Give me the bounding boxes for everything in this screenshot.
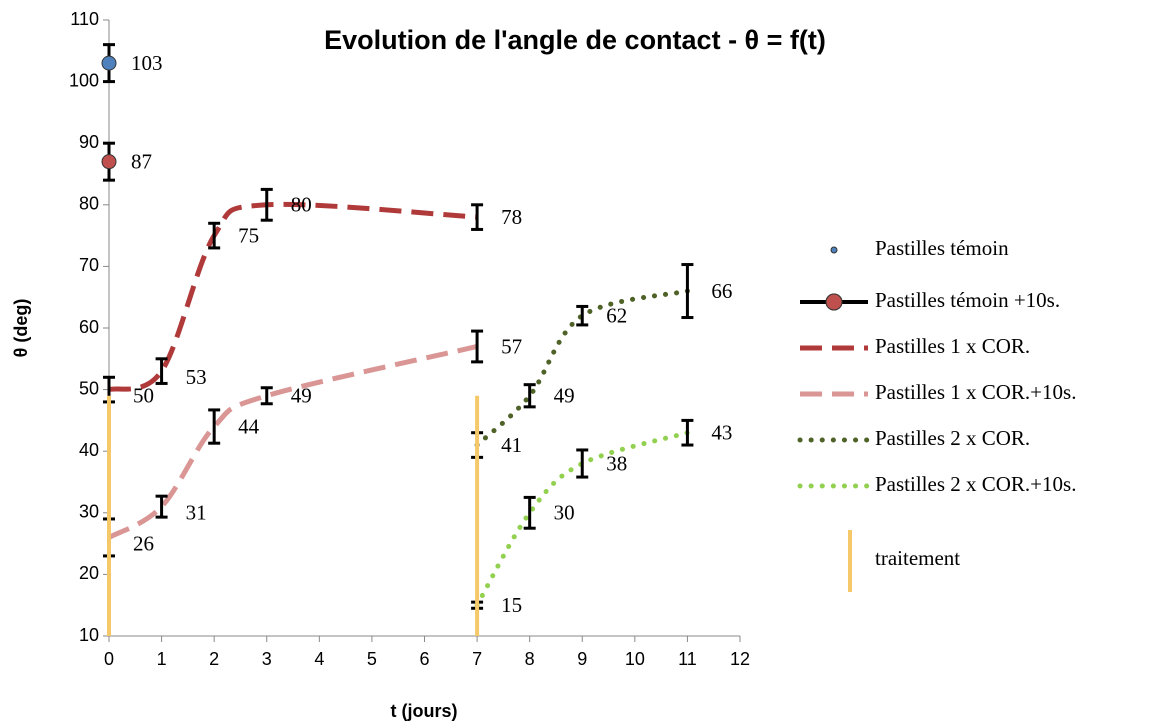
data-label: 41 — [501, 433, 522, 457]
y-axis-label: θ (deg) — [11, 299, 31, 358]
data-label: 31 — [186, 500, 207, 524]
data-label: 50 — [133, 383, 154, 407]
y-tick-label: 100 — [69, 70, 99, 90]
legend-label: Pastilles 1 x COR.+10s. — [875, 380, 1076, 404]
x-tick-label: 5 — [367, 649, 377, 669]
legend-label: traitement — [875, 546, 960, 570]
x-tick-label: 4 — [314, 649, 324, 669]
x-tick-label: 12 — [730, 649, 750, 669]
data-label: 57 — [501, 334, 522, 358]
x-tick-label: 8 — [525, 649, 535, 669]
marker — [101, 55, 117, 71]
marker — [101, 154, 117, 170]
data-label: 53 — [186, 365, 207, 389]
data-label: 26 — [133, 531, 154, 555]
x-tick-label: 6 — [419, 649, 429, 669]
legend-marker — [830, 246, 838, 254]
y-tick-label: 30 — [79, 502, 99, 522]
x-tick-label: 10 — [625, 649, 645, 669]
data-label: 49 — [554, 384, 575, 408]
series-line — [108, 201, 478, 393]
legend-marker — [825, 293, 843, 311]
x-axis-label: t (jours) — [391, 701, 458, 721]
data-label: 103 — [131, 51, 163, 75]
series-line — [474, 288, 690, 448]
y-tick-label: 110 — [70, 9, 99, 29]
y-tick-label: 10 — [79, 625, 99, 645]
y-tick-label: 70 — [79, 255, 99, 275]
data-label: 78 — [501, 205, 522, 229]
x-tick-label: 3 — [262, 649, 272, 669]
legend-label: Pastilles témoin +10s. — [875, 288, 1060, 312]
data-label: 62 — [606, 303, 627, 327]
data-label: 49 — [291, 384, 312, 408]
y-tick-label: 50 — [79, 378, 99, 398]
data-label: 66 — [711, 279, 732, 303]
data-label: 44 — [238, 414, 260, 438]
legend-label: Pastilles témoin — [875, 236, 1009, 260]
data-label: 80 — [291, 193, 312, 217]
data-label: 38 — [606, 451, 627, 475]
x-tick-label: 0 — [104, 649, 114, 669]
chart-title: Evolution de l'angle de contact - θ = f(… — [324, 25, 826, 55]
data-label: 43 — [711, 421, 732, 445]
y-tick-label: 80 — [79, 194, 99, 214]
data-label: 30 — [554, 501, 575, 525]
legend-label: Pastilles 2 x COR. — [875, 426, 1030, 450]
series-line — [107, 344, 478, 540]
y-tick-label: 90 — [79, 132, 99, 152]
data-label: 15 — [501, 593, 522, 617]
data-label: 75 — [238, 223, 259, 247]
y-tick-label: 40 — [79, 440, 99, 460]
x-tick-label: 2 — [209, 649, 219, 669]
x-tick-label: 9 — [577, 649, 587, 669]
data-label: 87 — [131, 149, 152, 173]
y-tick-label: 60 — [79, 317, 99, 337]
x-tick-label: 11 — [678, 649, 697, 669]
legend-label: Pastilles 1 x COR. — [875, 334, 1030, 358]
series-line — [474, 430, 690, 608]
x-tick-label: 1 — [157, 649, 167, 669]
x-tick-label: 7 — [472, 649, 482, 669]
legend-label: Pastilles 2 x COR.+10s. — [875, 472, 1076, 496]
y-tick-label: 20 — [79, 563, 99, 583]
